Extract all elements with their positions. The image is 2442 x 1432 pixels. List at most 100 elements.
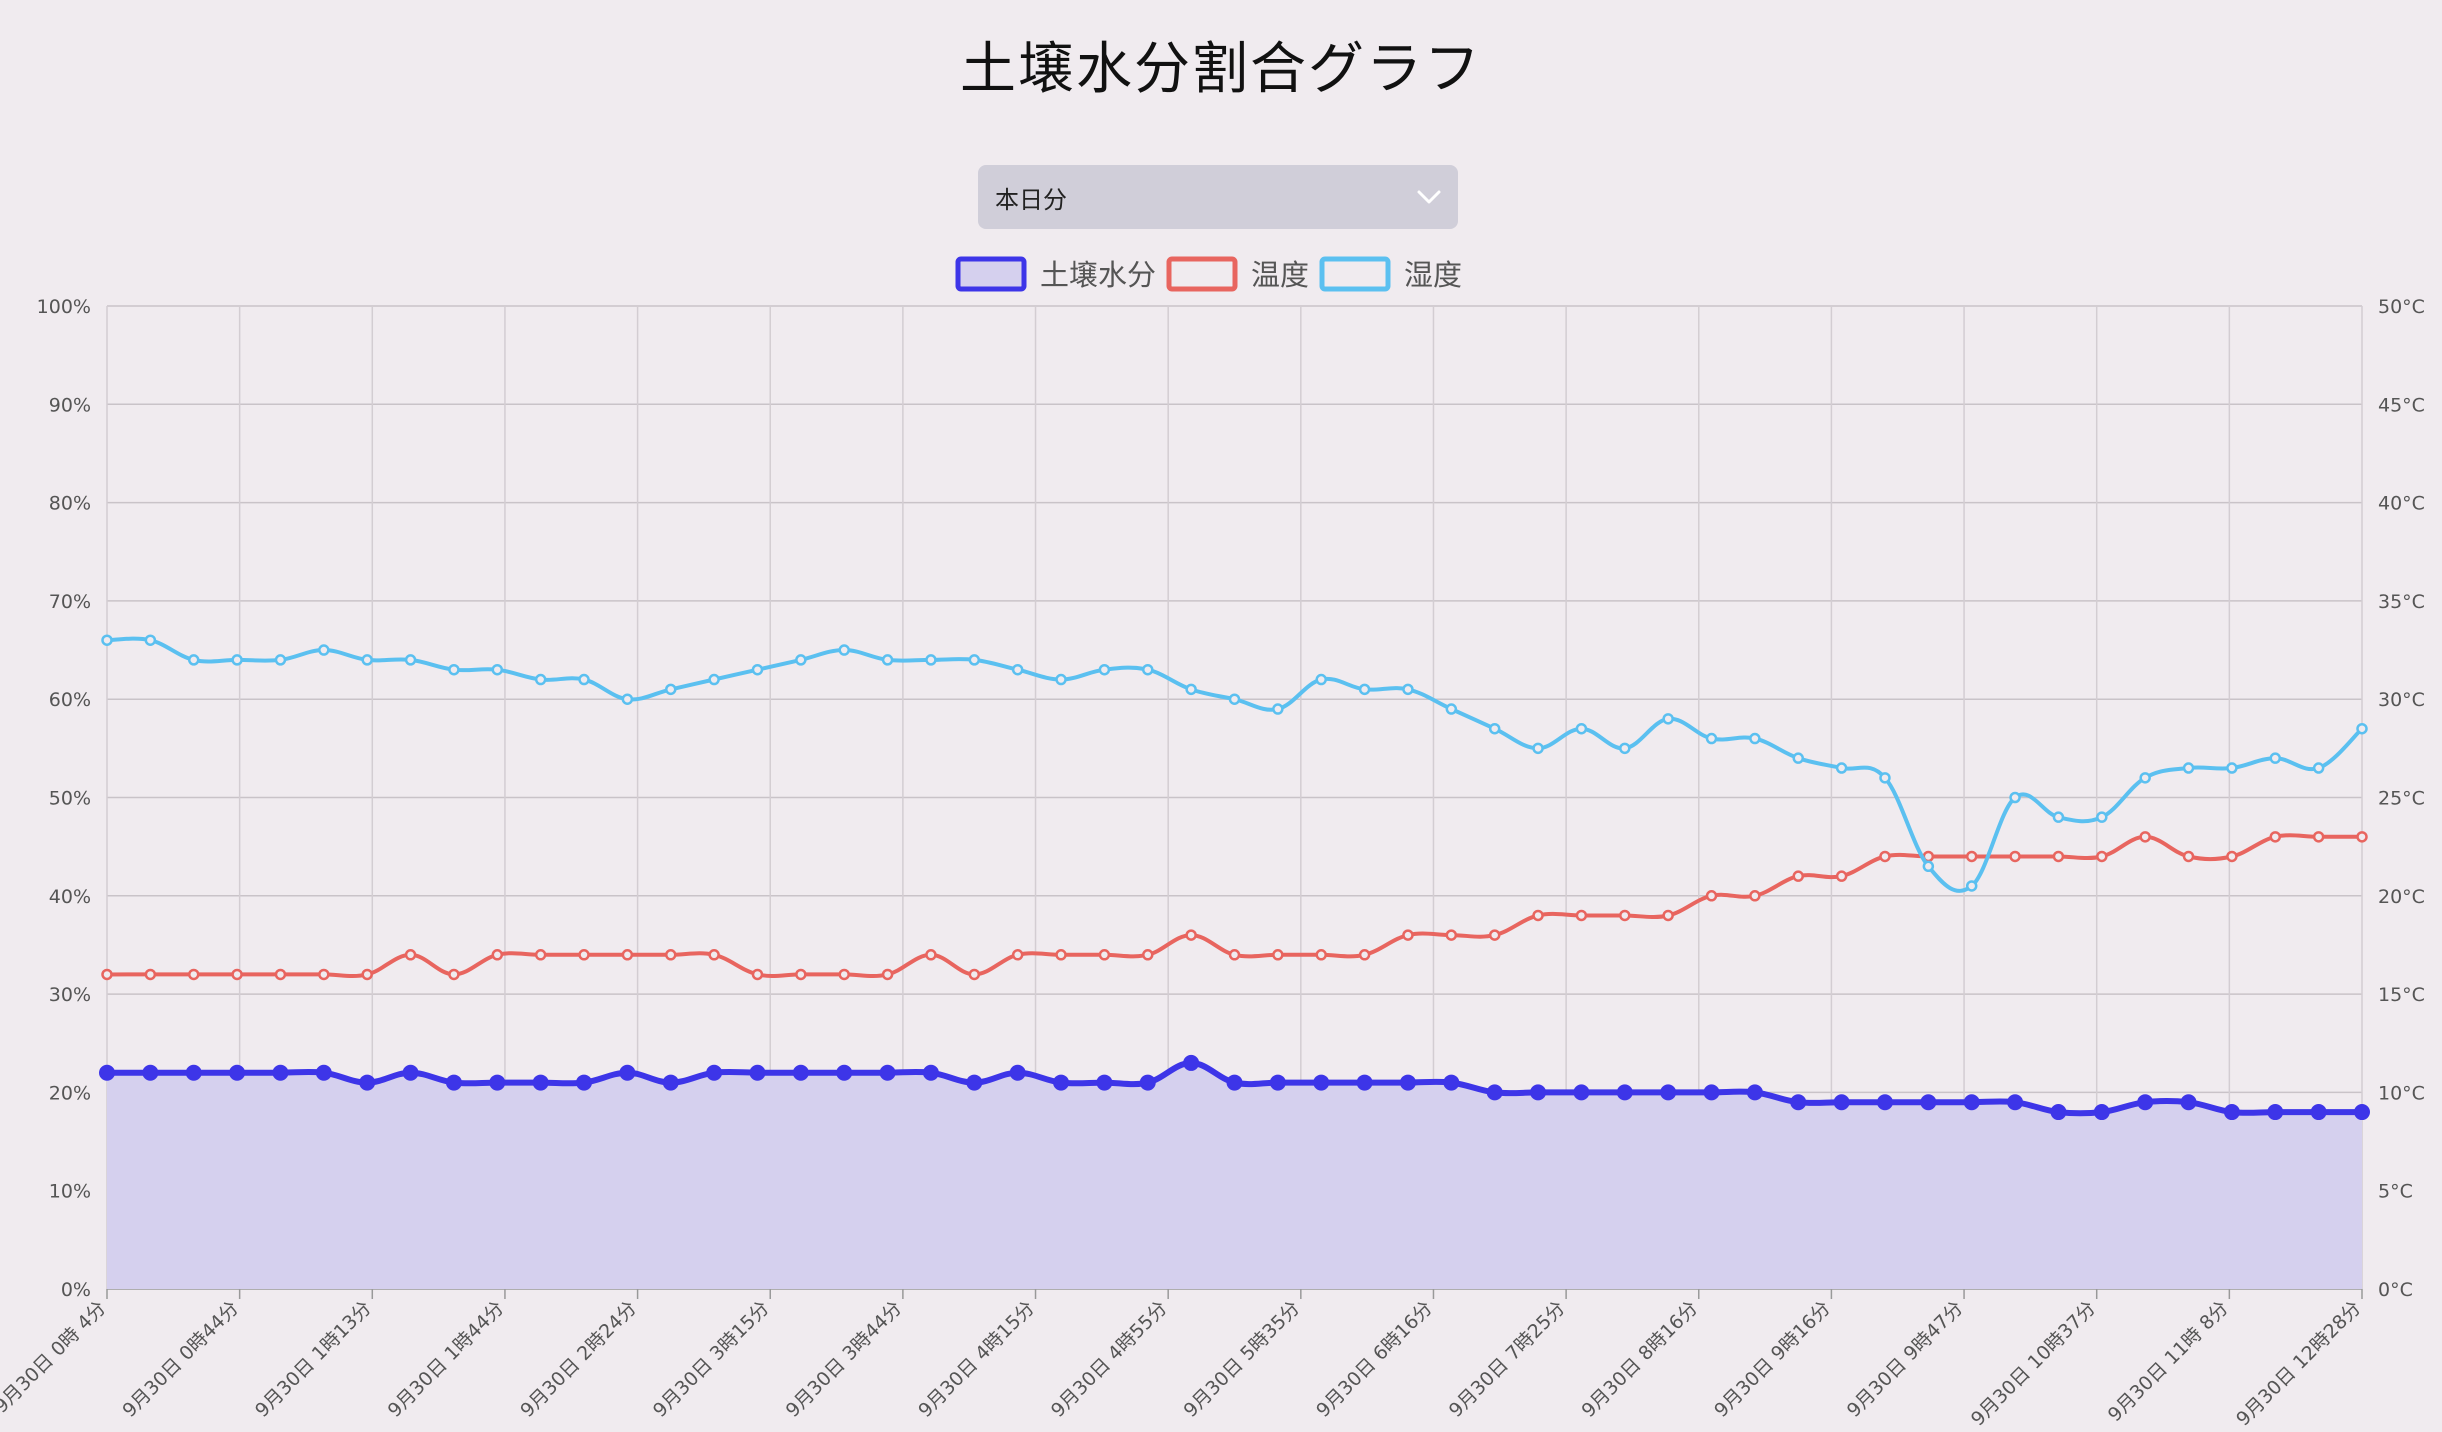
legend-swatch-3 (1319, 256, 1391, 292)
x-tick-label: 9月30日 5時35分 (1179, 1297, 1304, 1422)
series-line-3 (106, 636, 2364, 893)
series-point-1 (1790, 1094, 1807, 1111)
series-point-3 (404, 654, 417, 666)
series-point-3 (1488, 722, 1501, 735)
y-right-tick-label: 10°C (2378, 1082, 2425, 1104)
series-point-2 (101, 968, 113, 981)
page-title: 土壌水分割合グラフ (960, 37, 1482, 102)
series-point-2 (665, 949, 677, 961)
series-point-3 (231, 654, 243, 666)
series-point-1 (2354, 1104, 2370, 1121)
y-right-tick-label: 50°C (2378, 296, 2425, 318)
series-point-3 (2269, 752, 2282, 764)
series-point-3 (1011, 663, 1024, 676)
series-point-3 (708, 673, 720, 686)
series-point-3 (1142, 663, 1154, 676)
series-point-3 (881, 654, 894, 666)
y-left-tick-label: 60% (49, 689, 91, 711)
series-point-2 (881, 968, 894, 981)
series-point-2 (1142, 949, 1154, 961)
series-point-3 (2312, 762, 2325, 774)
series-point-2 (1488, 929, 1501, 941)
series-point-1 (922, 1064, 939, 1081)
series-point-1 (142, 1064, 159, 1081)
series-point-2 (751, 968, 764, 981)
series-point-1 (1920, 1094, 1937, 1111)
x-tick-label: 9月30日 12時28分 (2232, 1297, 2365, 1430)
series-point-2 (1445, 929, 1458, 941)
y-left-tick-label: 50% (49, 788, 91, 810)
x-tick-label: 9月30日 10時37分 (1967, 1297, 2100, 1430)
series-point-2 (795, 968, 807, 981)
series-point-1 (1573, 1084, 1590, 1101)
chevron-down-icon (1417, 190, 1441, 204)
x-tick-label: 9月30日 1時44分 (384, 1297, 509, 1422)
series-point-2 (2226, 850, 2238, 863)
series-point-1 (1616, 1084, 1633, 1101)
series-point-1 (1096, 1074, 1113, 1091)
series-point-3 (1879, 772, 1891, 784)
series-point-3 (1922, 860, 1935, 873)
series-point-2 (2312, 831, 2325, 843)
series-point-2 (1055, 949, 1067, 961)
series-point-3 (2052, 811, 2065, 823)
series-point-3 (1185, 683, 1197, 696)
series-point-2 (231, 968, 243, 981)
y-left-tick-label: 70% (49, 591, 91, 613)
series-point-2 (1011, 949, 1024, 961)
series-point-2 (2009, 850, 2021, 863)
series-point-2 (2052, 850, 2065, 863)
series-point-3 (1835, 762, 1848, 774)
x-tick-label: 9月30日 3時44分 (782, 1297, 907, 1422)
series-point-2 (274, 968, 287, 981)
series-point-3 (1098, 663, 1111, 676)
series-point-3 (1358, 683, 1371, 696)
x-tick-label: 9月30日 8時16分 (1577, 1297, 1702, 1422)
series-point-1 (185, 1064, 202, 1081)
series-point-3 (1272, 703, 1284, 715)
series-point-3 (1445, 703, 1458, 715)
series-point-2 (1228, 949, 1241, 961)
series-point-1 (619, 1064, 636, 1081)
series-point-1 (662, 1074, 679, 1091)
range-select[interactable]: 本日分 (978, 165, 1458, 229)
series-point-2 (2356, 831, 2368, 843)
series-point-1 (99, 1064, 115, 1081)
series-point-1 (706, 1064, 723, 1081)
series-point-2 (187, 968, 200, 981)
series-point-2 (1835, 870, 1848, 882)
y-right-tick-label: 25°C (2378, 788, 2425, 810)
series-point-3 (2226, 762, 2238, 774)
series-point-1 (315, 1064, 332, 1081)
series-point-2 (2182, 850, 2195, 863)
series-point-1 (2310, 1104, 2327, 1121)
x-tick-label: 9月30日 4時15分 (914, 1297, 1039, 1422)
y-right-tick-label: 15°C (2378, 984, 2425, 1006)
series-point-3 (751, 663, 764, 676)
series-point-1 (1443, 1074, 1460, 1091)
series-point-1 (1963, 1094, 1980, 1111)
series-point-1 (1703, 1084, 1720, 1101)
legend-swatch-2 (1166, 256, 1238, 292)
series-point-1 (836, 1064, 853, 1081)
series-point-3 (795, 654, 807, 666)
series-point-1 (489, 1074, 506, 1091)
y-right-tick-label: 45°C (2378, 394, 2425, 416)
series-area-1 (107, 1062, 2362, 1289)
y-left-tick-label: 0% (61, 1279, 91, 1301)
x-tick-label: 9月30日 9時16分 (1710, 1297, 1835, 1422)
series-point-3 (1228, 693, 1241, 705)
series-point-1 (1183, 1054, 1200, 1071)
y-left-tick-label: 90% (49, 394, 91, 416)
series-point-3 (1055, 673, 1067, 686)
y-right-tick-label: 35°C (2378, 591, 2425, 613)
series-point-1 (879, 1064, 896, 1081)
series-point-3 (1402, 683, 1414, 696)
y-right-tick-label: 30°C (2378, 689, 2425, 711)
y-left-tick-label: 30% (49, 984, 91, 1006)
series-point-3 (665, 683, 677, 696)
x-tick-label: 9月30日 9時47分 (1843, 1297, 1968, 1422)
legend-label-1: 土壌水分 (1040, 258, 1156, 292)
series-point-2 (1879, 850, 1891, 863)
series-point-1 (229, 1064, 246, 1081)
